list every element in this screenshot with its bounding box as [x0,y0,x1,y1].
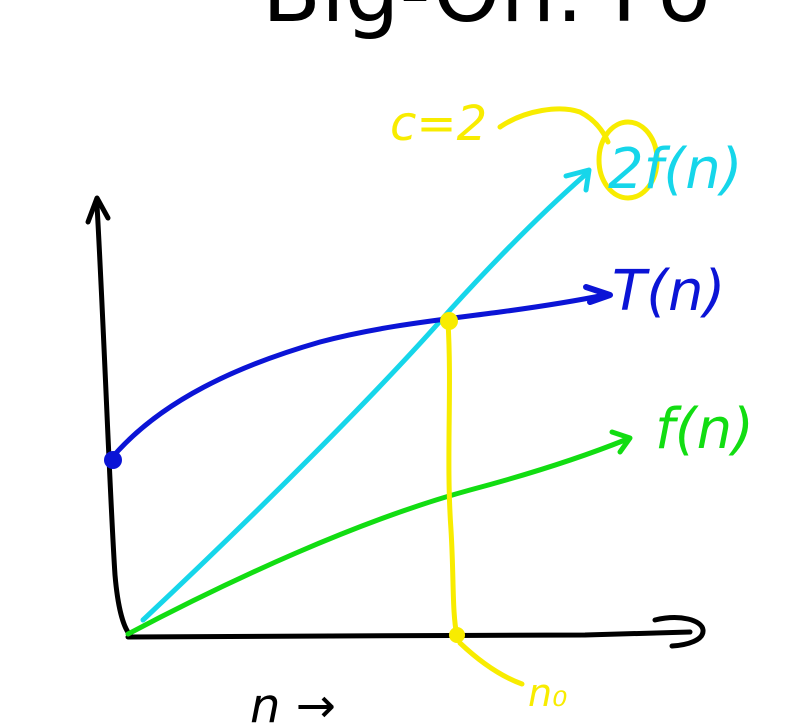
axes [85,195,706,649]
f-curve-arrowhead [609,429,633,455]
x-axis-arrowhead [652,615,706,649]
threshold-group [440,106,660,687]
f-function-label: f(n) [655,397,754,462]
constant-label: c=2 [390,96,487,152]
scaled-curve-arrowhead [563,167,592,193]
constant-leader [497,106,611,145]
f-curve [125,437,628,637]
scaled-curve-group [140,167,592,623]
y-axis [94,202,133,638]
intersection-point [440,312,458,330]
threshold-point [449,627,465,643]
slide-title: Big-Oh: Fo [262,0,710,42]
y-axis-arrowhead [85,195,111,225]
threshold-line [445,319,460,639]
x-axis-label: n → [250,678,336,727]
t-curve [107,292,608,463]
constant-circle [596,119,660,201]
t-function-label: T(n) [612,259,725,324]
scaled-curve [140,172,588,623]
t-curve-group [104,284,613,469]
x-axis [125,629,693,640]
threshold-label: n₀ [528,671,567,715]
threshold-leader [457,640,525,687]
f-curve-group [125,429,633,637]
t-curve-arrowhead [583,284,613,305]
scaled-function-label: 2f(n) [608,137,743,202]
t-intercept-point [104,451,122,469]
